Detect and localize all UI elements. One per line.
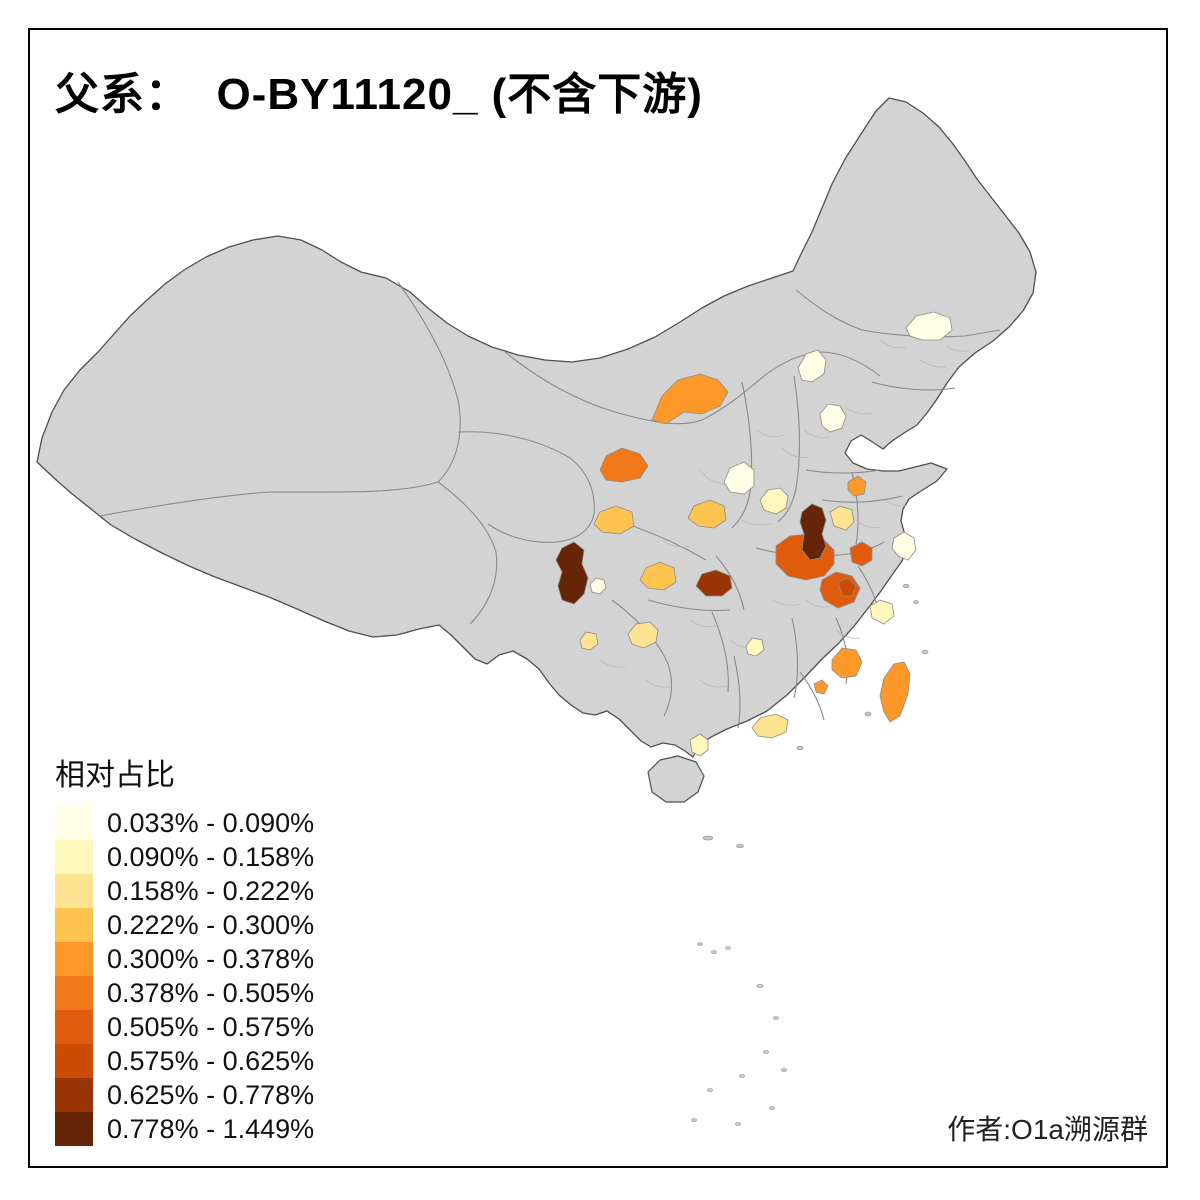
legend-label-5: 0.300% - 0.378% (107, 943, 315, 974)
map-region-region-02 (599, 447, 649, 483)
legend-swatch-1 (55, 806, 93, 840)
map-region-region-01 (651, 373, 729, 425)
legend-row-8: 0.575% - 0.625% (55, 1044, 314, 1078)
prefecture-borders (599, 339, 971, 688)
map-region-region-07 (589, 577, 607, 595)
colored-regions (555, 311, 953, 757)
author-credit: 作者:O1a溯源群 (947, 1114, 1148, 1145)
legend-label-10: 0.778% - 1.449% (107, 1113, 315, 1144)
map-region-region-03 (687, 499, 727, 529)
map-region-region-29 (579, 631, 599, 651)
map-region-region-24 (819, 403, 847, 433)
legend-rows: 0.033% - 0.090% 0.090% - 0.158% 0.158% - 0… (55, 806, 314, 1146)
map-region-region-17 (869, 599, 895, 625)
china-outline (36, 97, 1037, 758)
legend-label-7: 0.505% - 0.575% (107, 1011, 315, 1042)
country-shapes (36, 97, 1037, 803)
map-region-region-13 (849, 541, 873, 567)
map-region-region-22 (689, 733, 709, 757)
map-region-region-04 (593, 505, 635, 535)
map-region-region-15 (847, 475, 867, 497)
legend-swatch-3 (55, 874, 93, 908)
legend: 相对占比 0.033% - 0.090% 0.090% - 0.158% 0.158… (55, 750, 314, 1146)
map-region-region-30 (745, 637, 765, 657)
map-region-region-21 (813, 679, 829, 695)
legend-row-9: 0.625% - 0.778% (55, 1078, 314, 1112)
legend-row-10: 0.778% - 1.449% (55, 1112, 314, 1146)
legend-row-6: 0.378% - 0.505% (55, 976, 314, 1010)
legend-row-1: 0.033% - 0.090% (55, 806, 314, 840)
legend-swatch-8 (55, 1044, 93, 1078)
legend-swatch-10 (55, 1112, 93, 1146)
legend-label-3: 0.158% - 0.222% (107, 875, 315, 906)
legend-label-1: 0.033% - 0.090% (107, 807, 315, 838)
legend-swatch-5 (55, 942, 93, 976)
legend-row-4: 0.222% - 0.300% (55, 908, 314, 942)
map-region-region-16 (891, 531, 917, 561)
map-region-region-26 (723, 461, 755, 495)
legend-label-2: 0.090% - 0.158% (107, 841, 315, 872)
map-region-region-14 (829, 505, 855, 531)
map-region-region-10 (799, 503, 827, 561)
legend-row-5: 0.300% - 0.378% (55, 942, 314, 976)
legend-row-3: 0.158% - 0.222% (55, 874, 314, 908)
legend-swatch-4 (55, 908, 93, 942)
map-title: 父系： O-BY11120_ (不含下游) (55, 70, 703, 119)
map-region-region-27 (759, 487, 789, 515)
map-region-region-28 (627, 621, 659, 649)
legend-label-4: 0.222% - 0.300% (107, 909, 315, 940)
hainan-island (647, 755, 705, 803)
map-region-region-18 (831, 647, 863, 679)
legend-swatch-7 (55, 1010, 93, 1044)
map-region-region-20 (751, 713, 789, 739)
map-region-region-06 (555, 541, 589, 605)
legend-swatch-6 (55, 976, 93, 1010)
sea-islands (691, 583, 929, 1126)
legend-label-9: 0.625% - 0.778% (107, 1079, 315, 1110)
map-region-region-08 (695, 569, 733, 597)
map-region-region-05 (639, 561, 677, 591)
legend-row-7: 0.505% - 0.575% (55, 1010, 314, 1044)
legend-swatch-9 (55, 1078, 93, 1112)
legend-label-8: 0.575% - 0.625% (107, 1045, 315, 1076)
map-region-region-19 (879, 661, 911, 723)
legend-label-6: 0.378% - 0.505% (107, 977, 315, 1008)
map-region-region-12 (837, 577, 857, 597)
map-region-region-25 (905, 311, 953, 341)
legend-row-2: 0.090% - 0.158% (55, 840, 314, 874)
legend-title: 相对占比 (55, 759, 175, 792)
legend-swatch-2 (55, 840, 93, 874)
map-region-region-23 (797, 349, 827, 383)
